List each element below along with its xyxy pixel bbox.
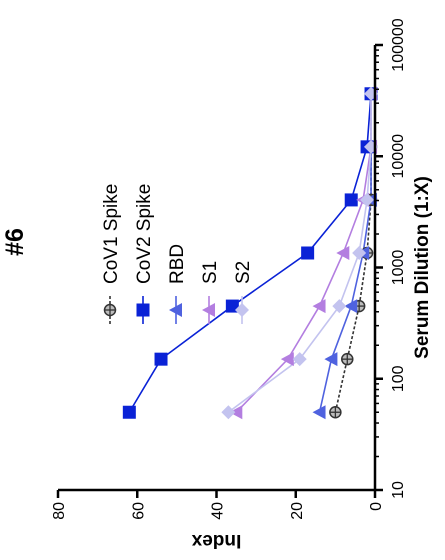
data-point xyxy=(352,246,367,261)
legend-label: S1 xyxy=(200,261,221,284)
data-point xyxy=(221,405,236,420)
y-axis-title: Index xyxy=(191,530,241,551)
data-point xyxy=(292,352,307,367)
y-tick-label: 20 xyxy=(289,502,306,520)
data-point xyxy=(336,246,350,261)
chart-title: #6 xyxy=(1,228,29,256)
x-tick-label: 10000 xyxy=(390,134,407,179)
data-point xyxy=(301,246,315,260)
y-tick-label: 0 xyxy=(368,502,385,511)
legend-label: RBD xyxy=(167,244,188,284)
legend-label: CoV2 Spike xyxy=(134,184,155,284)
legend-marker xyxy=(103,303,117,317)
x-tick-label: 100 xyxy=(390,365,407,392)
x-tick-label: 10 xyxy=(390,481,407,499)
data-point xyxy=(332,299,347,314)
legend-marker xyxy=(202,303,215,317)
data-point xyxy=(312,405,326,420)
plot-area xyxy=(122,86,379,420)
data-point xyxy=(225,299,239,313)
legend-marker xyxy=(235,303,249,317)
axes: 10 100 1000 10000 100000 0 20 40 60 80 xyxy=(51,18,407,520)
legend-label: CoV1 Spike xyxy=(101,184,122,284)
x-tick-label: 1000 xyxy=(390,250,407,286)
x-axis-title: Serum Dilution (1:X) xyxy=(412,176,433,359)
data-point xyxy=(280,352,294,367)
rotated-chart-frame: 10 100 1000 10000 100000 0 20 40 60 80 Serum Dilu… xyxy=(1,18,433,551)
axis-titles: Serum Dilution (1:X) Index #6 xyxy=(1,176,433,551)
data-point xyxy=(229,405,243,420)
data-point xyxy=(341,352,354,366)
legend-marker xyxy=(136,303,150,317)
x-tick-label: 100000 xyxy=(390,18,407,71)
data-point xyxy=(329,405,342,419)
data-point xyxy=(344,193,358,207)
y-tick-label: 40 xyxy=(210,502,227,520)
data-point xyxy=(122,405,136,419)
legend-marker xyxy=(169,303,182,317)
data-point xyxy=(360,192,375,207)
data-point xyxy=(154,352,168,366)
y-tick-label: 60 xyxy=(130,502,147,520)
legend: CoV1 Spike CoV2 Spike RBD S1 S2 xyxy=(101,184,254,324)
y-tick-label: 80 xyxy=(51,502,68,520)
data-point xyxy=(312,299,326,314)
data-point xyxy=(324,352,338,367)
legend-label: S2 xyxy=(233,261,254,284)
data-point xyxy=(344,299,358,314)
